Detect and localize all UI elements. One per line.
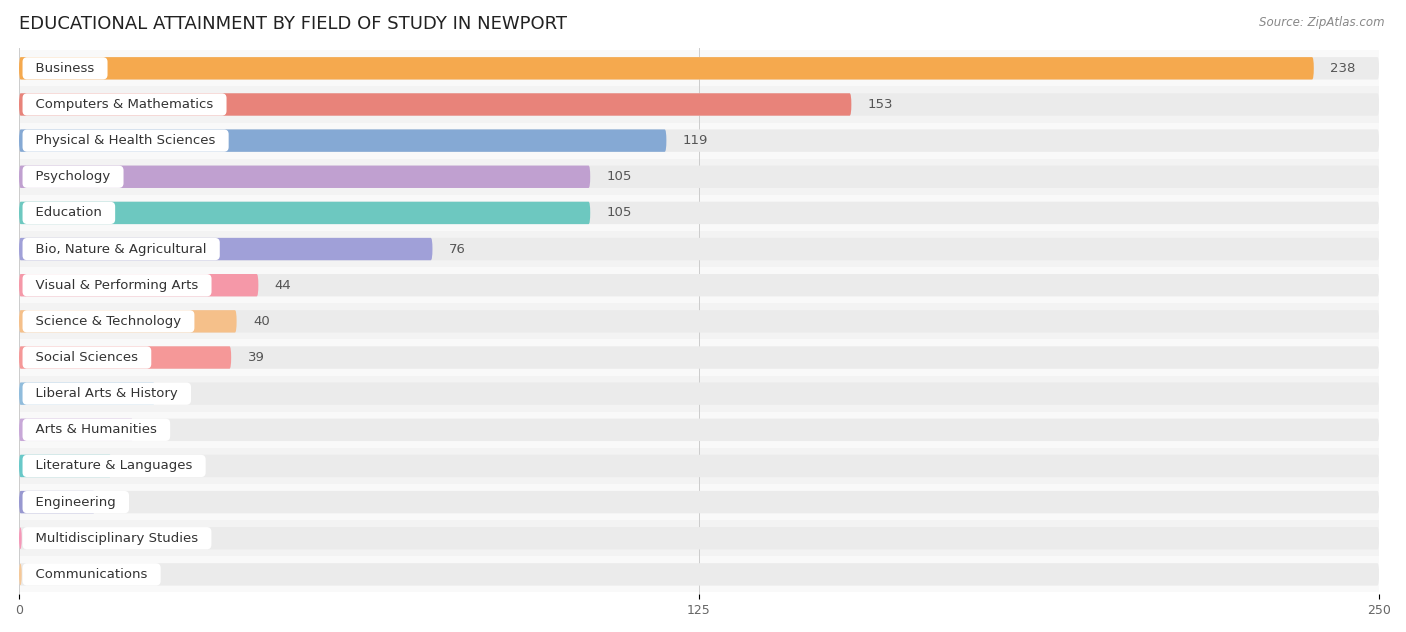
FancyBboxPatch shape [20, 527, 21, 549]
Text: 119: 119 [683, 134, 709, 147]
Text: 21: 21 [149, 423, 166, 436]
FancyBboxPatch shape [20, 202, 591, 224]
Text: 17: 17 [128, 459, 145, 473]
FancyBboxPatch shape [20, 455, 1379, 477]
FancyBboxPatch shape [20, 166, 1379, 188]
Text: Liberal Arts & History: Liberal Arts & History [27, 387, 187, 400]
FancyBboxPatch shape [20, 448, 1379, 484]
FancyBboxPatch shape [20, 166, 591, 188]
FancyBboxPatch shape [20, 346, 1379, 368]
FancyBboxPatch shape [20, 159, 1379, 195]
Text: 0: 0 [35, 532, 44, 545]
FancyBboxPatch shape [20, 274, 1379, 296]
Text: 14: 14 [111, 495, 128, 509]
Text: Communications: Communications [27, 568, 156, 581]
FancyBboxPatch shape [20, 527, 1379, 549]
FancyBboxPatch shape [20, 238, 1379, 260]
FancyBboxPatch shape [20, 274, 259, 296]
Text: 40: 40 [253, 315, 270, 328]
Text: 0: 0 [35, 568, 44, 581]
FancyBboxPatch shape [20, 94, 1379, 116]
Text: EDUCATIONAL ATTAINMENT BY FIELD OF STUDY IN NEWPORT: EDUCATIONAL ATTAINMENT BY FIELD OF STUDY… [20, 15, 567, 33]
FancyBboxPatch shape [20, 382, 1379, 405]
Text: Multidisciplinary Studies: Multidisciplinary Studies [27, 532, 207, 545]
FancyBboxPatch shape [20, 491, 96, 513]
FancyBboxPatch shape [20, 303, 1379, 339]
Text: Physical & Health Sciences: Physical & Health Sciences [27, 134, 224, 147]
FancyBboxPatch shape [20, 130, 666, 152]
Text: 39: 39 [247, 351, 264, 364]
Text: Arts & Humanities: Arts & Humanities [27, 423, 166, 436]
Text: Engineering: Engineering [27, 495, 124, 509]
FancyBboxPatch shape [20, 123, 1379, 159]
Text: Social Sciences: Social Sciences [27, 351, 146, 364]
Text: Visual & Performing Arts: Visual & Performing Arts [27, 279, 207, 292]
FancyBboxPatch shape [20, 375, 1379, 411]
FancyBboxPatch shape [20, 87, 1379, 123]
FancyBboxPatch shape [20, 267, 1379, 303]
Text: 25: 25 [172, 387, 188, 400]
FancyBboxPatch shape [20, 202, 1379, 224]
FancyBboxPatch shape [20, 231, 1379, 267]
FancyBboxPatch shape [20, 57, 1313, 80]
FancyBboxPatch shape [20, 310, 1379, 332]
FancyBboxPatch shape [20, 563, 1379, 586]
FancyBboxPatch shape [20, 411, 1379, 448]
Text: Source: ZipAtlas.com: Source: ZipAtlas.com [1260, 16, 1385, 29]
FancyBboxPatch shape [20, 195, 1379, 231]
FancyBboxPatch shape [20, 339, 1379, 375]
FancyBboxPatch shape [20, 310, 236, 332]
FancyBboxPatch shape [20, 418, 1379, 441]
Text: Computers & Mathematics: Computers & Mathematics [27, 98, 222, 111]
Text: Education: Education [27, 207, 111, 219]
FancyBboxPatch shape [20, 520, 1379, 556]
FancyBboxPatch shape [20, 238, 433, 260]
FancyBboxPatch shape [20, 346, 231, 368]
FancyBboxPatch shape [20, 563, 21, 586]
Text: 105: 105 [606, 207, 631, 219]
FancyBboxPatch shape [20, 57, 1379, 80]
Text: Business: Business [27, 62, 103, 75]
Text: Literature & Languages: Literature & Languages [27, 459, 201, 473]
Text: 153: 153 [868, 98, 893, 111]
Text: Psychology: Psychology [27, 170, 120, 183]
Text: 238: 238 [1330, 62, 1355, 75]
FancyBboxPatch shape [20, 94, 852, 116]
FancyBboxPatch shape [20, 556, 1379, 592]
Text: Bio, Nature & Agricultural: Bio, Nature & Agricultural [27, 243, 215, 255]
Text: 105: 105 [606, 170, 631, 183]
FancyBboxPatch shape [20, 51, 1379, 87]
FancyBboxPatch shape [20, 455, 111, 477]
Text: 76: 76 [449, 243, 465, 255]
FancyBboxPatch shape [20, 418, 134, 441]
FancyBboxPatch shape [20, 382, 155, 405]
FancyBboxPatch shape [20, 484, 1379, 520]
FancyBboxPatch shape [20, 491, 1379, 513]
Text: Science & Technology: Science & Technology [27, 315, 190, 328]
Text: 44: 44 [274, 279, 291, 292]
FancyBboxPatch shape [20, 130, 1379, 152]
